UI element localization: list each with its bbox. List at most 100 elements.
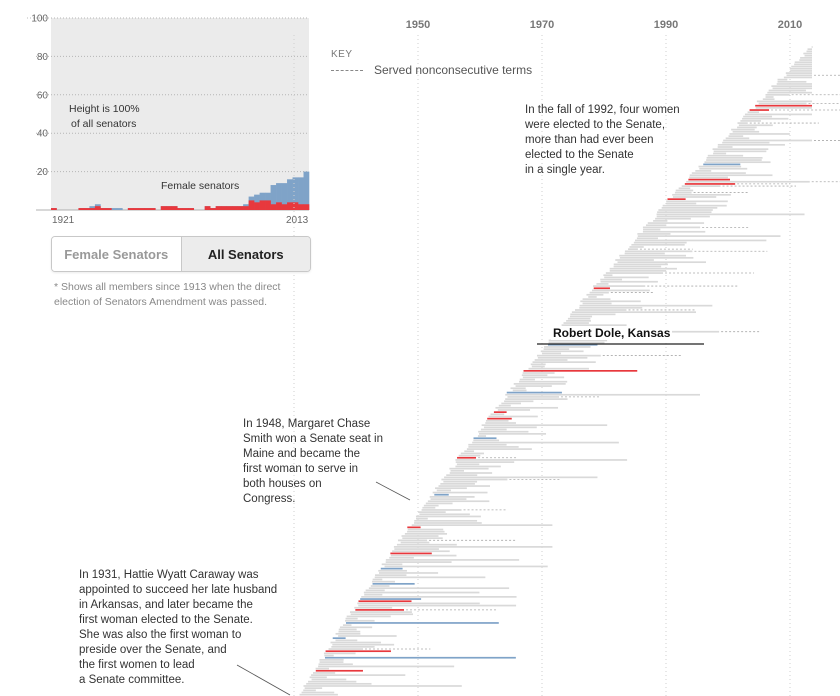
tenure-bar[interactable] <box>357 602 480 605</box>
tenure-bar[interactable] <box>717 146 733 148</box>
tenure-bar[interactable] <box>456 463 480 466</box>
tenure-bar[interactable] <box>468 443 507 446</box>
tenure-bar[interactable] <box>732 130 760 133</box>
tenure-bar[interactable] <box>713 152 727 155</box>
tenure-bar[interactable] <box>785 72 812 74</box>
tenure-bar[interactable] <box>379 572 439 574</box>
tenure-bar[interactable] <box>323 652 356 655</box>
tenure-bar[interactable] <box>563 322 589 324</box>
tenure-bar[interactable] <box>481 424 608 427</box>
tenure-bar[interactable] <box>689 174 773 177</box>
tenure-bar[interactable] <box>507 396 559 398</box>
tenure-bar[interactable] <box>315 669 363 672</box>
tenure-bar[interactable] <box>765 96 774 98</box>
tenure-bar[interactable] <box>689 176 728 179</box>
tenure-bar[interactable] <box>767 91 812 94</box>
tenure-bar[interactable] <box>441 478 508 481</box>
tenure-bar[interactable] <box>804 54 812 57</box>
tenure-bar[interactable] <box>731 128 755 131</box>
tenure-bar[interactable] <box>681 185 721 187</box>
tenure-bar[interactable] <box>335 639 358 642</box>
tenure-bar[interactable] <box>561 324 627 327</box>
tenure-bar[interactable] <box>389 556 414 559</box>
tenure-bar[interactable] <box>349 611 412 613</box>
tenure-bar[interactable] <box>786 74 812 77</box>
tenure-bar[interactable] <box>742 117 789 120</box>
tenure-bar[interactable] <box>783 76 812 79</box>
tenure-bar[interactable] <box>806 50 812 53</box>
tenure-bar[interactable] <box>480 428 507 431</box>
tenure-bar[interactable] <box>457 456 477 459</box>
tenure-bar[interactable] <box>421 509 462 511</box>
tenure-bar[interactable] <box>772 87 812 90</box>
tenure-bar[interactable] <box>365 589 385 592</box>
tenure-bar[interactable] <box>661 207 718 209</box>
tenure-bar[interactable] <box>666 202 697 205</box>
tenure-bar[interactable] <box>312 672 336 674</box>
tenure-bar[interactable] <box>380 567 403 570</box>
tenure-bar[interactable] <box>674 191 692 194</box>
tenure-bar[interactable] <box>330 641 381 644</box>
tenure-bar[interactable] <box>521 374 548 377</box>
tenure-bar[interactable] <box>768 89 806 92</box>
tenure-bar[interactable] <box>776 83 812 85</box>
tenure-bar[interactable] <box>358 600 412 603</box>
tenure-bar[interactable] <box>580 300 641 303</box>
tenure-bar[interactable] <box>540 350 584 353</box>
tenure-bar[interactable] <box>613 265 662 268</box>
tenure-bar[interactable] <box>339 626 373 629</box>
tenure-bar[interactable] <box>707 154 744 157</box>
tenure-bar[interactable] <box>422 506 436 509</box>
tenure-bar[interactable] <box>574 309 627 311</box>
tenure-bar[interactable] <box>713 150 767 153</box>
tenure-bar[interactable] <box>488 415 538 418</box>
tenure-bar[interactable] <box>512 389 527 392</box>
tenure-bar[interactable] <box>407 526 421 529</box>
tenure-bar[interactable] <box>528 367 589 370</box>
tenure-bar[interactable] <box>588 296 597 298</box>
tenure-bar[interactable] <box>609 270 667 272</box>
tenure-bar[interactable] <box>593 287 610 290</box>
tenure-bar[interactable] <box>429 496 475 498</box>
tenure-bar[interactable] <box>498 404 511 407</box>
tenure-bar[interactable] <box>497 409 531 411</box>
tenure-bar[interactable] <box>658 209 713 211</box>
tenure-bar[interactable] <box>414 522 482 524</box>
tenure-bar[interactable] <box>596 283 609 285</box>
tenure-bar[interactable] <box>698 165 742 168</box>
tenure-bar[interactable] <box>432 491 488 494</box>
tenure-bar[interactable] <box>438 485 491 487</box>
tenure-bar[interactable] <box>629 246 644 248</box>
tenure-bar[interactable] <box>678 187 691 190</box>
tenure-bar[interactable] <box>537 356 588 359</box>
tenure-bar[interactable] <box>414 519 478 522</box>
tenure-bar[interactable] <box>532 361 596 364</box>
tenure-bar[interactable] <box>755 104 812 107</box>
tenure-bar[interactable] <box>744 113 812 116</box>
tenure-bar[interactable] <box>345 619 375 622</box>
all-senators-button[interactable]: All Senators <box>180 237 310 271</box>
female-senators-button[interactable]: Female Senators <box>52 237 181 271</box>
tenure-bar[interactable] <box>695 170 712 172</box>
tenure-bar[interactable] <box>791 65 812 68</box>
tenure-bar[interactable] <box>385 559 520 561</box>
tenure-bar[interactable] <box>762 98 775 101</box>
tenure-bar[interactable] <box>371 580 395 583</box>
tenure-bar[interactable] <box>501 402 521 405</box>
tenure-bar[interactable] <box>777 78 788 81</box>
tenure-bar[interactable] <box>407 528 444 531</box>
tenure-bar[interactable] <box>311 678 347 681</box>
tenure-bar[interactable] <box>656 213 805 216</box>
tenure-bar[interactable] <box>609 267 677 270</box>
tenure-bar[interactable] <box>756 100 812 103</box>
tenure-bar[interactable] <box>740 120 761 122</box>
tenure-bar[interactable] <box>688 178 730 181</box>
tenure-bar[interactable] <box>455 461 515 463</box>
tenure-bar[interactable] <box>443 480 478 483</box>
tenure-bar[interactable] <box>600 278 623 281</box>
tenure-bar[interactable] <box>657 211 712 214</box>
tenure-bar[interactable] <box>799 59 812 61</box>
tenure-bar[interactable] <box>450 469 464 472</box>
tenure-bar[interactable] <box>686 180 810 183</box>
tenure-bar[interactable] <box>571 311 696 314</box>
